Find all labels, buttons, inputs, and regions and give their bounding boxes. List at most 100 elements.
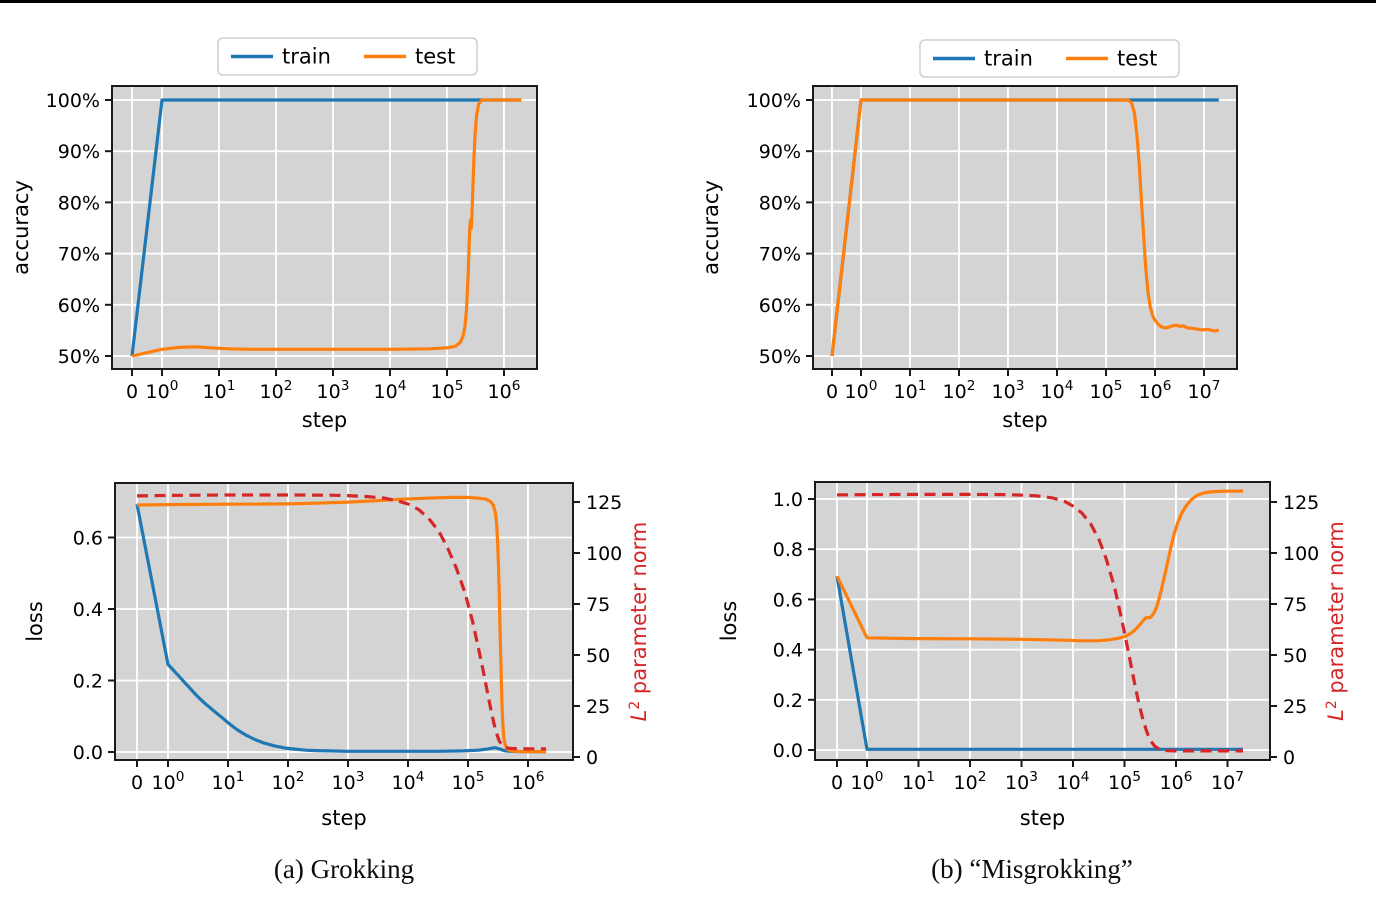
x-tick-label: 103 — [1005, 769, 1038, 794]
x-tick-label: 102 — [954, 769, 987, 794]
x-tick-label: 105 — [431, 378, 464, 403]
x-axis-label: step — [321, 806, 366, 830]
x-tick-label: 105 — [452, 769, 485, 794]
series-group — [830, 98, 1219, 357]
y-axis-label: loss — [23, 601, 47, 642]
y-tick-label: 50% — [759, 346, 801, 368]
y-tick-label: 0.0 — [73, 742, 103, 764]
x-axis-label: step — [1002, 408, 1047, 432]
test-line — [830, 98, 1219, 357]
legend-label-test: test — [415, 45, 455, 69]
L2-parameter-norm-line — [836, 492, 1243, 753]
y-tick-label: 80% — [759, 192, 801, 214]
axis-ticks — [105, 98, 505, 376]
L2-parameter-norm-line — [136, 493, 547, 751]
chart-accuracy-grokking: 0 100 101 102 103 104 105 106 50% 60% 70% 80% 90% 100… — [0, 0, 688, 450]
x-tick-label: 107 — [1211, 769, 1244, 794]
y-tick-label: 50% — [58, 346, 100, 368]
y-axis-label: accuracy — [9, 180, 33, 275]
x-tick-label: 100 — [845, 378, 878, 403]
right-y-tick-label: 125 — [1283, 492, 1319, 514]
y-tick-label: 0.4 — [773, 640, 803, 662]
plot-acc_a: 0 100 101 102 103 104 105 106 50% 60% 70% 80% 90% 100… — [9, 37, 538, 432]
y-tick-label: 0.2 — [773, 690, 803, 712]
x-tick-label: 104 — [392, 769, 425, 794]
chart-loss-misgrokking: 0 100 101 102 103 104 105 106 107 0.0 0.2 0.4 0.6 0.8… — [688, 450, 1376, 840]
y-tick-label: 80% — [58, 192, 100, 214]
test-line — [131, 98, 522, 358]
right-y-tick-label: 0 — [586, 747, 598, 769]
x-tick-label: 106 — [488, 378, 521, 403]
right-y-axis-label: L2 parameter norm — [1324, 521, 1348, 721]
y-tick-label: 100% — [747, 90, 801, 112]
plot-acc_b: 0 100 101 102 103 104 105 106 107 50% 60% 70% 80% 90%… — [699, 39, 1238, 432]
x-tick-label: 0 — [826, 381, 838, 403]
x-tick-label: 102 — [260, 378, 293, 403]
train-line — [130, 98, 522, 357]
right-y-tick-label: 75 — [1283, 594, 1307, 616]
y-tick-label: 70% — [58, 244, 100, 266]
x-tick-label: 106 — [1160, 769, 1193, 794]
x-tick-label: 104 — [1057, 769, 1090, 794]
chart-loss-grokking: 0 100 101 102 103 104 105 106 0.0 0.2 0.4 0.6 0 25 50 7… — [0, 450, 688, 840]
legend-label-test: test — [1117, 47, 1157, 71]
series-group — [835, 489, 1244, 753]
test-line — [835, 489, 1244, 643]
x-axis-label: step — [1020, 806, 1065, 830]
right-y-tick-label: 25 — [586, 696, 610, 718]
test-line — [136, 495, 547, 754]
y-axis-label: accuracy — [699, 180, 723, 275]
x-tick-label: 103 — [332, 769, 365, 794]
x-tick-label: 103 — [992, 378, 1025, 403]
plot-loss_a: 0 100 101 102 103 104 105 106 0.0 0.2 0.4 0.6 0 25 50 7… — [23, 482, 651, 830]
y-tick-label: 100% — [46, 90, 100, 112]
chart-accuracy-misgrokking: 0 100 101 102 103 104 105 106 107 50% 60% 70% 80% 90%… — [688, 0, 1376, 450]
y-tick-label: 70% — [759, 244, 801, 266]
y-tick-label: 0.2 — [73, 670, 103, 692]
legend-label-train: train — [984, 47, 1033, 71]
right-y-tick-label: 125 — [586, 492, 622, 514]
page-top-rule — [0, 0, 1376, 3]
caption-a: (a) Grokking — [273, 854, 415, 884]
x-tick-label: 0 — [126, 381, 138, 403]
right-y-tick-label: 100 — [1283, 543, 1319, 565]
x-tick-label: 106 — [512, 769, 545, 794]
x-tick-label: 101 — [902, 769, 935, 794]
legend-box — [217, 37, 478, 76]
y-axis-label: loss — [717, 601, 741, 642]
right-y-tick-label: 75 — [586, 594, 610, 616]
y-tick-label: 0.6 — [773, 589, 803, 611]
plot-background — [115, 483, 573, 760]
train-line — [135, 503, 547, 754]
legend-label-train: train — [282, 45, 331, 69]
x-tick-label: 100 — [146, 378, 179, 403]
plot-frame — [812, 85, 1238, 370]
x-tick-label: 105 — [1090, 378, 1123, 403]
y-tick-label: 90% — [58, 141, 100, 163]
right-y-tick-label: 100 — [586, 543, 622, 565]
axis-ticks — [806, 98, 1205, 376]
right-y-tick-label: 25 — [1283, 696, 1307, 718]
x-tick-label: 104 — [374, 378, 407, 403]
x-tick-label: 100 — [152, 769, 185, 794]
y-tick-label: 0.0 — [773, 740, 803, 762]
series-group — [130, 98, 522, 358]
x-tick-label: 101 — [894, 378, 927, 403]
plot-background — [112, 86, 537, 369]
x-tick-label: 107 — [1188, 378, 1221, 403]
x-tick-label: 101 — [212, 769, 245, 794]
legend: train test — [919, 39, 1180, 78]
y-tick-label: 90% — [759, 141, 801, 163]
right-y-tick-label: 50 — [586, 645, 610, 667]
right-y-tick-label: 50 — [1283, 645, 1307, 667]
right-y-axis-label: L2 parameter norm — [627, 522, 651, 722]
series-group — [135, 493, 547, 754]
right-y-tick-label: 0 — [1283, 747, 1295, 769]
y-tick-label: 1.0 — [773, 489, 803, 511]
legend: train test — [217, 37, 478, 76]
x-tick-label: 105 — [1108, 769, 1141, 794]
caption-b: (b) “Misgrokking” — [931, 854, 1133, 884]
x-tick-label: 104 — [1041, 378, 1074, 403]
x-tick-label: 0 — [831, 772, 843, 794]
